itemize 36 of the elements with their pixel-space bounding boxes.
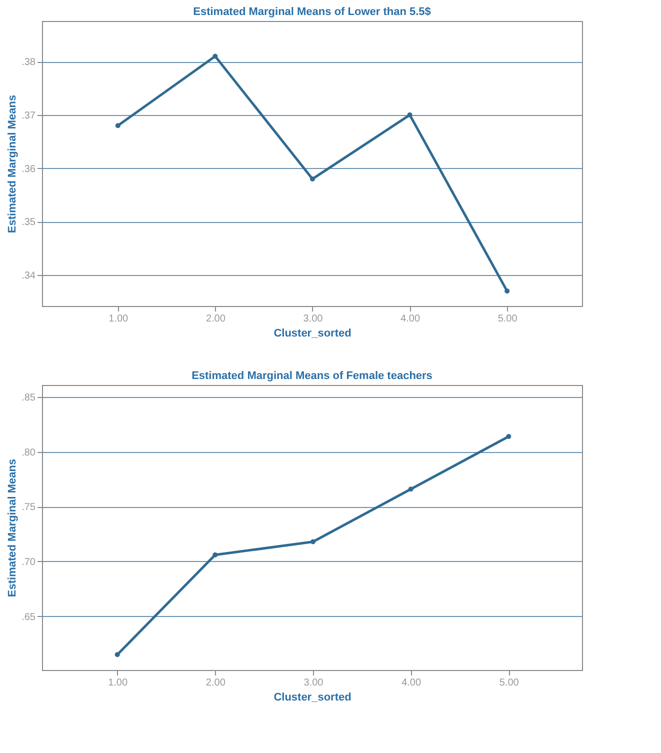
chart-title: Estimated Marginal Means of Female teachers bbox=[192, 370, 432, 382]
x-tick-label: 1.00 bbox=[108, 314, 129, 324]
point bbox=[310, 176, 315, 182]
y-tick-label: .80 bbox=[22, 447, 36, 458]
y-tick-label: .85 bbox=[22, 392, 36, 404]
x-tick-label: 2.00 bbox=[206, 314, 226, 324]
point bbox=[212, 552, 218, 558]
x-tick-label: 1.00 bbox=[108, 678, 128, 688]
y-tick-label: .65 bbox=[22, 612, 36, 623]
point bbox=[408, 486, 414, 492]
point bbox=[407, 112, 412, 118]
y-axis-title: Estimated Marginal Means bbox=[6, 458, 19, 598]
y-tick-label: .34 bbox=[22, 270, 36, 282]
y-tick-label: .70 bbox=[22, 556, 36, 568]
point bbox=[115, 123, 120, 128]
point bbox=[504, 288, 510, 294]
point bbox=[310, 539, 316, 544]
x-tick-label: 3.00 bbox=[304, 678, 324, 688]
point bbox=[114, 652, 120, 658]
x-tick-label: 4.00 bbox=[402, 678, 422, 688]
x-tick-label: 3.00 bbox=[303, 314, 324, 324]
point bbox=[506, 434, 512, 440]
x-axis-title: Cluster_sorted bbox=[274, 692, 352, 704]
chart-title: Estimated Marginal Means of Lower than 5.5$ bbox=[193, 6, 431, 18]
y-tick-label: .35 bbox=[22, 217, 36, 228]
y-axis-title: Estimated Marginal Means bbox=[6, 94, 19, 234]
y-tick-label: .38 bbox=[22, 57, 36, 68]
x-axis-title: Cluster_sorted bbox=[274, 328, 352, 340]
x-tick-label: 2.00 bbox=[206, 678, 226, 688]
y-tick-label: .36 bbox=[22, 164, 36, 175]
point bbox=[212, 54, 218, 59]
x-tick-label: 5.00 bbox=[498, 314, 518, 324]
y-tick-label: .37 bbox=[22, 110, 36, 122]
x-tick-label: 4.00 bbox=[400, 314, 420, 324]
y-tick-label: .75 bbox=[22, 502, 36, 514]
x-tick-label: 5.00 bbox=[499, 678, 520, 688]
